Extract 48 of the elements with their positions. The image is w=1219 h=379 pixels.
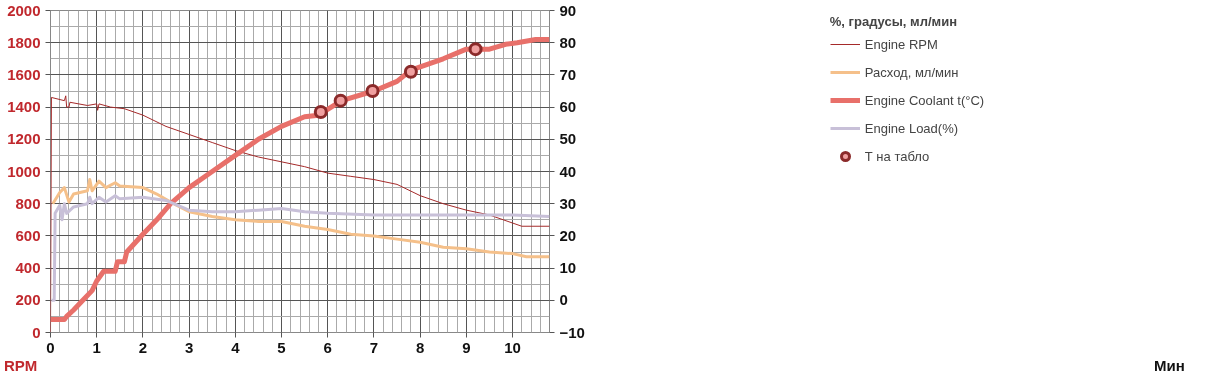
legend-label: Engine RPM: [864, 36, 938, 52]
y2-tick-label: 70: [559, 65, 577, 83]
legend-label: Т на табло: [864, 148, 930, 164]
y2-tick-label: 20: [559, 226, 577, 244]
y-tick-label: 200: [15, 291, 41, 309]
y-tick-label: 1000: [7, 162, 41, 180]
y-tick-label: 2000: [7, 1, 41, 19]
y2-tick-label: 90: [559, 1, 577, 19]
y2-tick-label: 30: [559, 194, 577, 212]
x-tick-label: 1: [92, 338, 101, 356]
point: [365, 84, 380, 98]
line-series: [51, 178, 550, 259]
y2-tick-label: 80: [559, 33, 577, 51]
x-tick-label: 8: [415, 338, 425, 356]
text: %, градусы, мл/мин: [829, 14, 958, 29]
y-tick-label: 1400: [7, 98, 41, 116]
legend-label: Engine Load(%): [864, 120, 959, 136]
y2-tick-label: 10: [559, 259, 577, 277]
y-tick-label: 400: [15, 259, 41, 277]
point: [313, 104, 328, 119]
y2-tick-label: 50: [559, 130, 577, 148]
text: Мин: [1154, 356, 1185, 376]
x-tick-label: 9: [462, 338, 471, 356]
y-tick-label: 600: [15, 226, 41, 244]
legend-label: Расход, мл/мин: [864, 64, 959, 80]
y-tick-label: 1800: [7, 33, 41, 51]
point: [468, 42, 483, 57]
x-tick-label: 2: [138, 338, 148, 356]
y-tick-label: 800: [15, 194, 41, 212]
x-tick-label: 4: [231, 338, 241, 356]
y-tick-label: 0: [32, 323, 41, 341]
y-axis-title: RPM: [4, 356, 38, 376]
y2-tick-label: 0: [559, 291, 568, 309]
y-tick-label: 1200: [7, 130, 41, 148]
point: [403, 64, 418, 79]
x-tick-label: 10: [504, 338, 521, 356]
x-tick-label: 7: [369, 338, 379, 356]
x-tick-label: 0: [46, 338, 55, 356]
x-tick-label: 3: [184, 338, 194, 356]
point: [333, 93, 348, 108]
y-tick-label: 1600: [7, 65, 41, 83]
x-tick-label: 6: [323, 338, 332, 356]
x-tick-label: 5: [277, 338, 286, 356]
y2-tick-label: −10: [559, 323, 585, 341]
legend-label: Engine Coolant t(°C): [864, 92, 985, 108]
y2-tick-label: 40: [559, 162, 577, 180]
y2-tick-label: 60: [559, 98, 577, 116]
line-series: [50, 194, 550, 302]
